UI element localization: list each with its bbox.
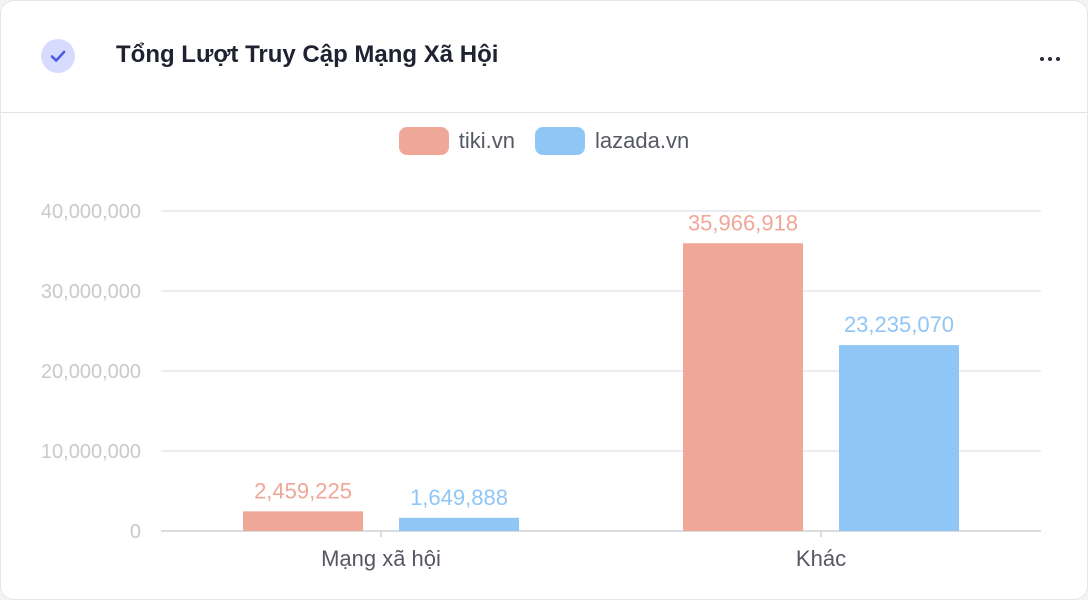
y-tick-label: 20,000,000 xyxy=(41,361,141,383)
y-tick-label: 30,000,000 xyxy=(41,281,141,303)
bar xyxy=(399,517,519,531)
legend-label: tiki.vn xyxy=(458,128,516,153)
y-tick-label: 40,000,000 xyxy=(41,201,141,223)
check-circle-icon xyxy=(41,39,75,73)
bar xyxy=(243,511,363,531)
legend-swatch-tiki xyxy=(398,127,449,155)
y-tick-label: 10,000,000 xyxy=(41,441,141,463)
more-options-button[interactable] xyxy=(1033,45,1067,69)
x-tick-label: Khác xyxy=(796,546,846,571)
legend-label: lazada.vn xyxy=(595,128,690,153)
card-title: Tổng Lượt Truy Cập Mạng Xã Hội xyxy=(116,41,499,68)
more-horizontal-icon xyxy=(1038,48,1062,66)
data-label: 23,235,070 xyxy=(844,312,954,337)
bar xyxy=(683,243,803,531)
data-label: 2,459,225 xyxy=(254,478,352,503)
legend-item-tiki[interactable]: tiki.vn xyxy=(398,127,516,155)
data-label: 35,966,918 xyxy=(688,210,798,235)
data-label: 1,649,888 xyxy=(410,485,508,510)
chart-legend: tiki.vn lazada.vn xyxy=(1,125,1087,157)
legend-swatch-lazada xyxy=(535,127,586,155)
x-tick-label: Mạng xã hội xyxy=(321,546,441,571)
y-tick-label: 0 xyxy=(130,521,141,543)
bar xyxy=(839,345,959,531)
card-header: Tổng Lượt Truy Cập Mạng Xã Hội xyxy=(1,1,1087,113)
legend-item-lazada[interactable]: lazada.vn xyxy=(535,127,689,155)
